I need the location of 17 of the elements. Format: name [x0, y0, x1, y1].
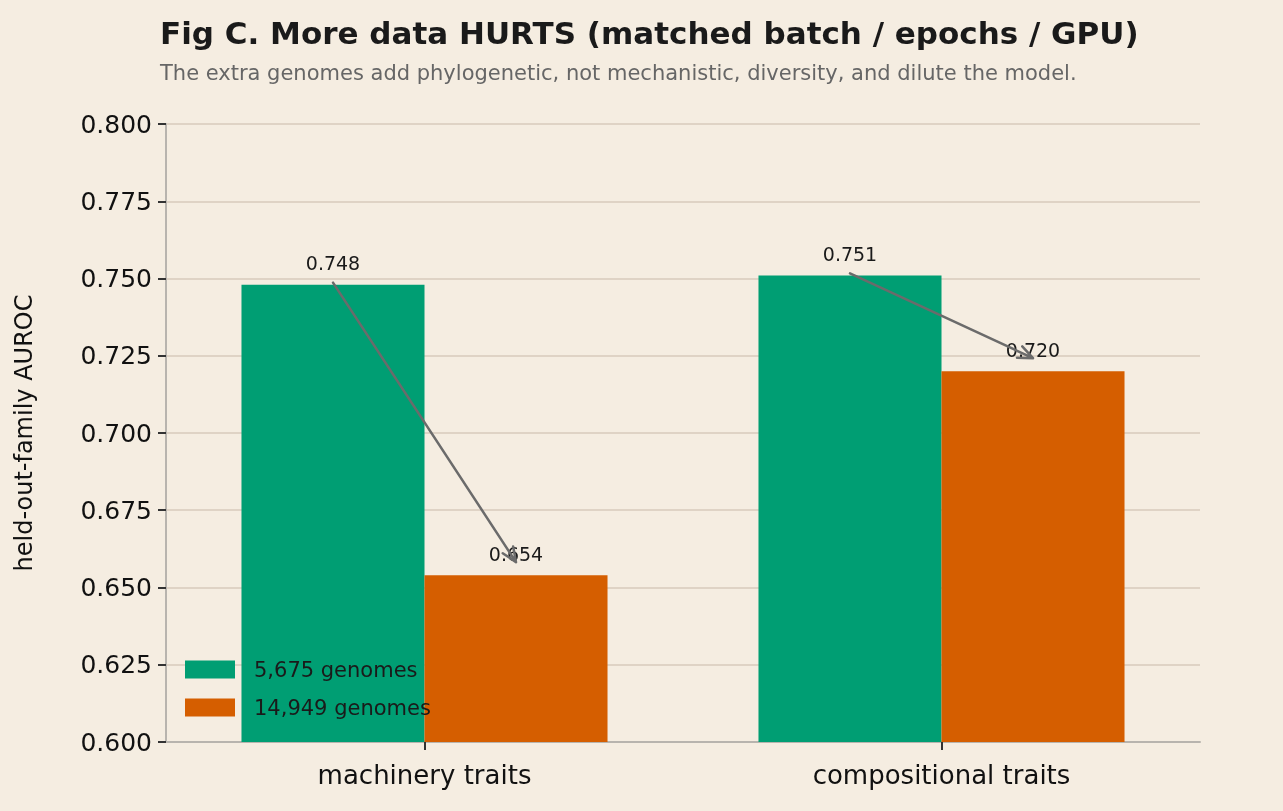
y-tick-label: 0.600	[80, 727, 152, 757]
y-tick-label: 0.625	[80, 650, 152, 680]
chart-subtitle: The extra genomes add phylogenetic, not mechanistic, diversity, and dilute the model.	[159, 60, 1077, 85]
y-tick-label: 0.750	[80, 264, 152, 293]
y-tick-label: 0.675	[80, 495, 152, 525]
y-tick-label: 0.700	[80, 418, 152, 448]
data-label: 0.748	[305, 252, 361, 275]
y-tick-label: 0.725	[80, 341, 152, 371]
chart-title: Fig C. More data HURTS (matched batch / epochs / GPU)	[160, 14, 1139, 51]
legend-label: 5,675 genomes	[254, 657, 418, 682]
data-label: 0.751	[822, 242, 878, 265]
x-tick-label: machinery traits	[317, 760, 532, 790]
y-axis-title: held-out-family AUROC	[10, 294, 38, 572]
x-tick-label: compositional traits	[812, 760, 1071, 790]
y-tick-label: 0.800	[80, 109, 152, 139]
y-tick-label: 0.650	[80, 573, 152, 602]
y-tick-label: 0.775	[80, 186, 152, 216]
